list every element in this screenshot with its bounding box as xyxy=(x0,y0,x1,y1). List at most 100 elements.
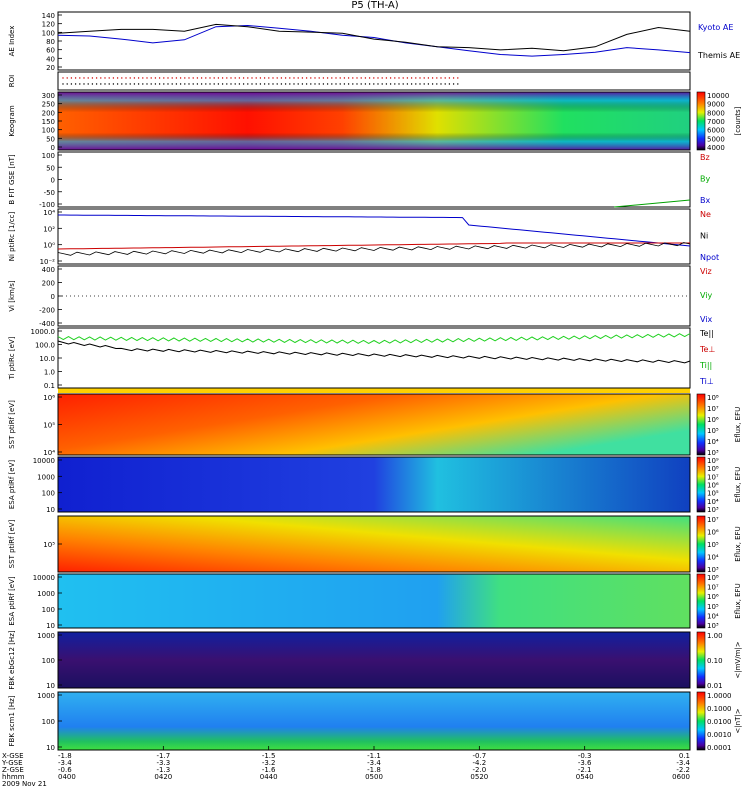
fbk2-ytick-label: 1000 xyxy=(37,692,55,700)
ni-ylabel: Ni ptiRc [1/cc] xyxy=(8,212,16,262)
roi-mark xyxy=(158,83,161,85)
roi-mark xyxy=(137,83,140,85)
esa2-colorbar-label: Eflux, EFU xyxy=(734,583,742,618)
roi-mark xyxy=(276,83,278,85)
keogram-edge-shading xyxy=(58,92,690,150)
keogram-colorbar-label: [counts] xyxy=(734,106,742,135)
roi-mark xyxy=(410,77,413,79)
roi-mark xyxy=(209,83,211,85)
esa1-colorbar-label: Eflux, EFU xyxy=(734,467,742,502)
xaxis-x-gse: -1.5 xyxy=(262,752,276,760)
xaxis-time: 0400 xyxy=(58,773,76,781)
esa2-colorbar-tick: 10³ xyxy=(707,622,719,630)
esa2-colorbar-tick: 10⁷ xyxy=(707,584,719,592)
roi-mark xyxy=(121,77,123,79)
sst1-colorbar-tick: 10⁴ xyxy=(707,438,719,446)
roi-mark xyxy=(108,77,110,79)
keogram-colorbar-tick: 8000 xyxy=(707,109,725,117)
fbk1-colorbar-label: <|mV/m|> xyxy=(734,641,742,678)
roi-mark xyxy=(457,77,459,79)
fbk2-ytick-label: 10 xyxy=(46,744,55,752)
roi-mark xyxy=(423,77,425,79)
esa2-colorbar xyxy=(696,573,706,629)
xaxis-y-gse: -3.4 xyxy=(676,759,690,767)
xaxis-time: 0440 xyxy=(260,773,278,781)
keogram-ytick-label: 300 xyxy=(42,92,55,100)
roi-mark xyxy=(347,77,350,79)
roi-frame xyxy=(57,71,691,91)
fbk1-ytick-label: 10 xyxy=(46,682,55,690)
roi-mark xyxy=(343,83,346,85)
roi-mark xyxy=(100,83,102,85)
roi-mark xyxy=(448,83,451,85)
roi-mark xyxy=(398,83,400,85)
roi-mark xyxy=(154,83,157,85)
bfit-ytick-label: -50 xyxy=(44,189,55,197)
roi-mark xyxy=(112,77,115,79)
esa2-frame xyxy=(57,573,691,629)
roi-mark xyxy=(213,83,215,85)
roi-mark xyxy=(431,83,434,85)
roi-mark xyxy=(251,77,253,79)
roi-mark xyxy=(452,83,455,85)
xaxis-z-gse: -0.6 xyxy=(58,766,72,774)
keogram-colorbar-tick: 10000 xyxy=(707,92,729,100)
roi-mark xyxy=(322,77,325,79)
roi-mark xyxy=(326,77,329,79)
roi-mark xyxy=(402,83,404,85)
roi-mark xyxy=(125,77,127,79)
fbk1-colorbar-tick: 0.10 xyxy=(707,657,723,665)
ti-legend-1: Te⊥ xyxy=(699,345,715,354)
roi-mark xyxy=(398,77,400,79)
roi-mark xyxy=(272,77,274,79)
roi-mark xyxy=(121,83,123,85)
roi-mark xyxy=(83,77,85,79)
roi-mark xyxy=(394,77,396,79)
esa2-ytick-label: 100 xyxy=(42,606,55,614)
vi-ytick-label: -400 xyxy=(39,320,55,328)
roi-mark xyxy=(221,83,224,85)
ae-ytick-label: 40 xyxy=(46,55,55,63)
bfit-ytick-label: 100 xyxy=(42,152,55,160)
roi-mark xyxy=(457,83,459,85)
xaxis-x-gse: -0.7 xyxy=(472,752,486,760)
roi-mark xyxy=(297,77,299,79)
esa1-ytick-label: 100 xyxy=(42,490,55,498)
xaxis-x-gse: -0.3 xyxy=(578,752,592,760)
roi-mark xyxy=(381,77,383,79)
roi-mark xyxy=(74,77,77,79)
roi-mark xyxy=(66,77,68,79)
roi-mark xyxy=(452,77,455,79)
sst2-colorbar-label: Eflux, EFU xyxy=(734,526,742,561)
roi-mark xyxy=(364,77,367,79)
xaxis-time: 0420 xyxy=(154,773,172,781)
ni-ytick-label: 10² xyxy=(43,225,55,233)
roi-mark xyxy=(373,83,375,85)
fbk1-ylabel: FBK ebGc12 [Hz] xyxy=(8,630,16,689)
ti-ylabel: Ti ptiRc [eV] xyxy=(8,336,16,380)
roi-mark xyxy=(112,83,115,85)
ti-legend-0: Te|| xyxy=(699,329,714,338)
roi-mark xyxy=(129,83,131,85)
roi-mark xyxy=(431,77,434,79)
xaxis-row-label: X-GSE xyxy=(2,752,24,760)
roi-mark xyxy=(436,77,438,79)
roi-mark xyxy=(234,83,236,85)
roi-mark xyxy=(331,83,333,85)
roi-mark xyxy=(129,77,131,79)
roi-mark xyxy=(192,77,194,79)
roi-mark xyxy=(259,83,262,85)
roi-mark xyxy=(251,83,253,85)
roi-mark xyxy=(301,77,304,79)
ti-frame xyxy=(57,327,691,389)
roi-mark xyxy=(247,83,249,85)
roi-mark xyxy=(150,77,152,79)
esa1-colorbar-tick: 10⁹ xyxy=(707,457,719,465)
bfit-ytick-label: 0 xyxy=(51,177,55,185)
xaxis-z-gse: -1.6 xyxy=(262,766,276,774)
roi-mark xyxy=(154,77,157,79)
roi-mark xyxy=(100,77,102,79)
roi-mark xyxy=(276,77,278,79)
roi-mark xyxy=(297,83,299,85)
sst1-colorbar-tick: 10⁸ xyxy=(707,394,719,402)
